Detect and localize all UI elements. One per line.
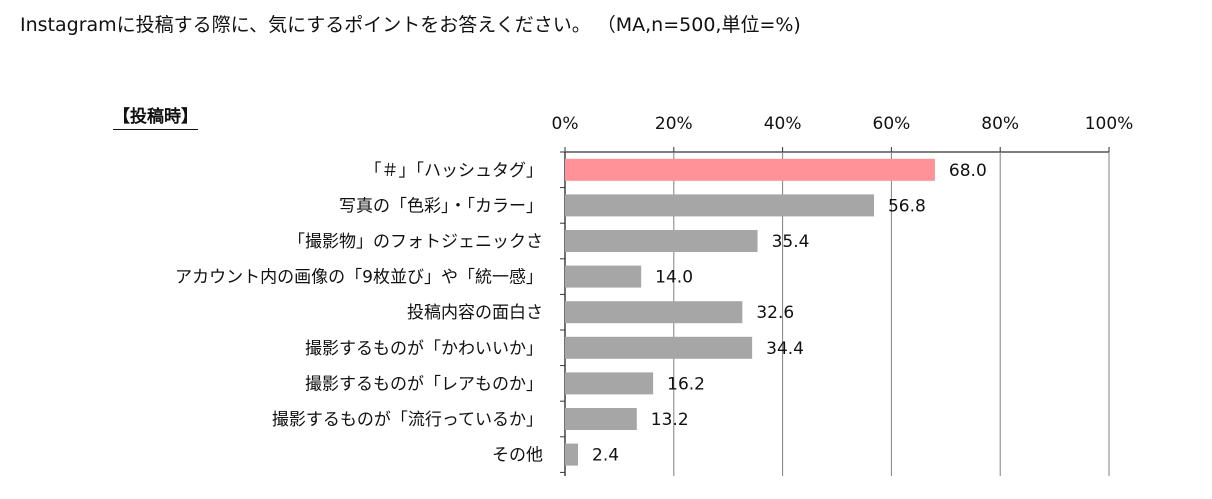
data-label: 34.4: [766, 339, 804, 359]
bar: [565, 408, 637, 430]
bar: [565, 443, 579, 466]
category-label: 撮影するものが「かわいいか」: [305, 339, 543, 359]
x-tick-label: 60%: [873, 114, 911, 134]
category-label: 「撮影物」のフォトジェニックさ: [288, 232, 543, 252]
data-label: 32.6: [756, 303, 794, 323]
data-label: 35.4: [772, 232, 810, 252]
bar: [565, 194, 874, 217]
section-label: 【投稿時】: [113, 102, 198, 130]
data-label: 2.4: [592, 446, 619, 466]
x-tick-label: 80%: [981, 114, 1019, 134]
x-tick-label: 100%: [1085, 114, 1134, 134]
data-label: 68.0: [949, 161, 987, 181]
category-label: アカウント内の画像の「9枚並び」や「統一感」: [175, 268, 543, 288]
bar: [565, 158, 935, 181]
category-label: 写真の「色彩」・「カラー」: [339, 196, 543, 216]
bar: [565, 230, 758, 252]
bar: [565, 372, 654, 395]
data-label: 56.8: [888, 196, 926, 216]
category-label: 「＃」「ハッシュタグ」: [365, 161, 544, 181]
category-label: 撮影するものが「レアものか」: [305, 374, 543, 394]
bar: [565, 301, 743, 324]
bar: [565, 265, 642, 288]
category-label: 撮影するものが「流行っているか」: [272, 410, 543, 430]
data-label: 16.2: [667, 374, 705, 394]
chart-title: Instagramに投稿する際に、気にするポイントをお答えください。 （MA,n…: [20, 14, 801, 36]
x-tick-label: 20%: [655, 114, 693, 134]
category-label: 投稿内容の面白さ: [407, 303, 543, 323]
data-label: 14.0: [655, 268, 693, 288]
bar: [565, 336, 753, 359]
x-tick-label: 0%: [552, 114, 579, 134]
x-tick-label: 40%: [764, 114, 802, 134]
category-label: その他: [492, 446, 543, 466]
data-label: 13.2: [651, 410, 689, 430]
